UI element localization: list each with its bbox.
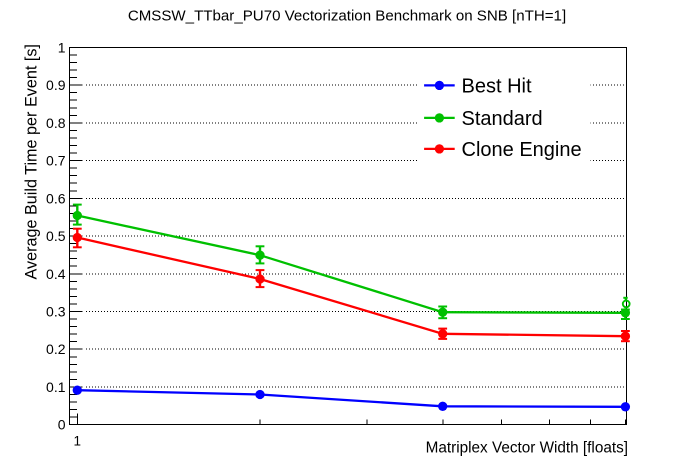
- svg-text:Matriplex Vector Width [floats: Matriplex Vector Width [floats]: [426, 440, 628, 457]
- svg-text:0.5: 0.5: [46, 228, 66, 244]
- svg-text:1: 1: [74, 434, 82, 449]
- svg-text:0.9: 0.9: [46, 77, 66, 93]
- svg-text:Average Build Time per Event [: Average Build Time per Event [s]: [23, 44, 41, 279]
- svg-text:0.1: 0.1: [46, 379, 66, 395]
- svg-text:0.2: 0.2: [46, 341, 66, 357]
- svg-text:Standard: Standard: [462, 108, 543, 130]
- svg-text:0.8: 0.8: [46, 115, 66, 131]
- svg-text:CMSSW_TTbar_PU70 Vectorization: CMSSW_TTbar_PU70 Vectorization Benchmark…: [128, 8, 566, 25]
- svg-text:0: 0: [58, 417, 66, 433]
- svg-text:1: 1: [58, 39, 66, 55]
- svg-text:Best Hit: Best Hit: [462, 76, 532, 98]
- svg-text:0.7: 0.7: [46, 153, 66, 169]
- svg-text:0.4: 0.4: [46, 266, 66, 282]
- svg-text:0.6: 0.6: [46, 190, 66, 206]
- svg-text:0.3: 0.3: [46, 304, 66, 320]
- svg-text:Clone Engine: Clone Engine: [462, 139, 582, 161]
